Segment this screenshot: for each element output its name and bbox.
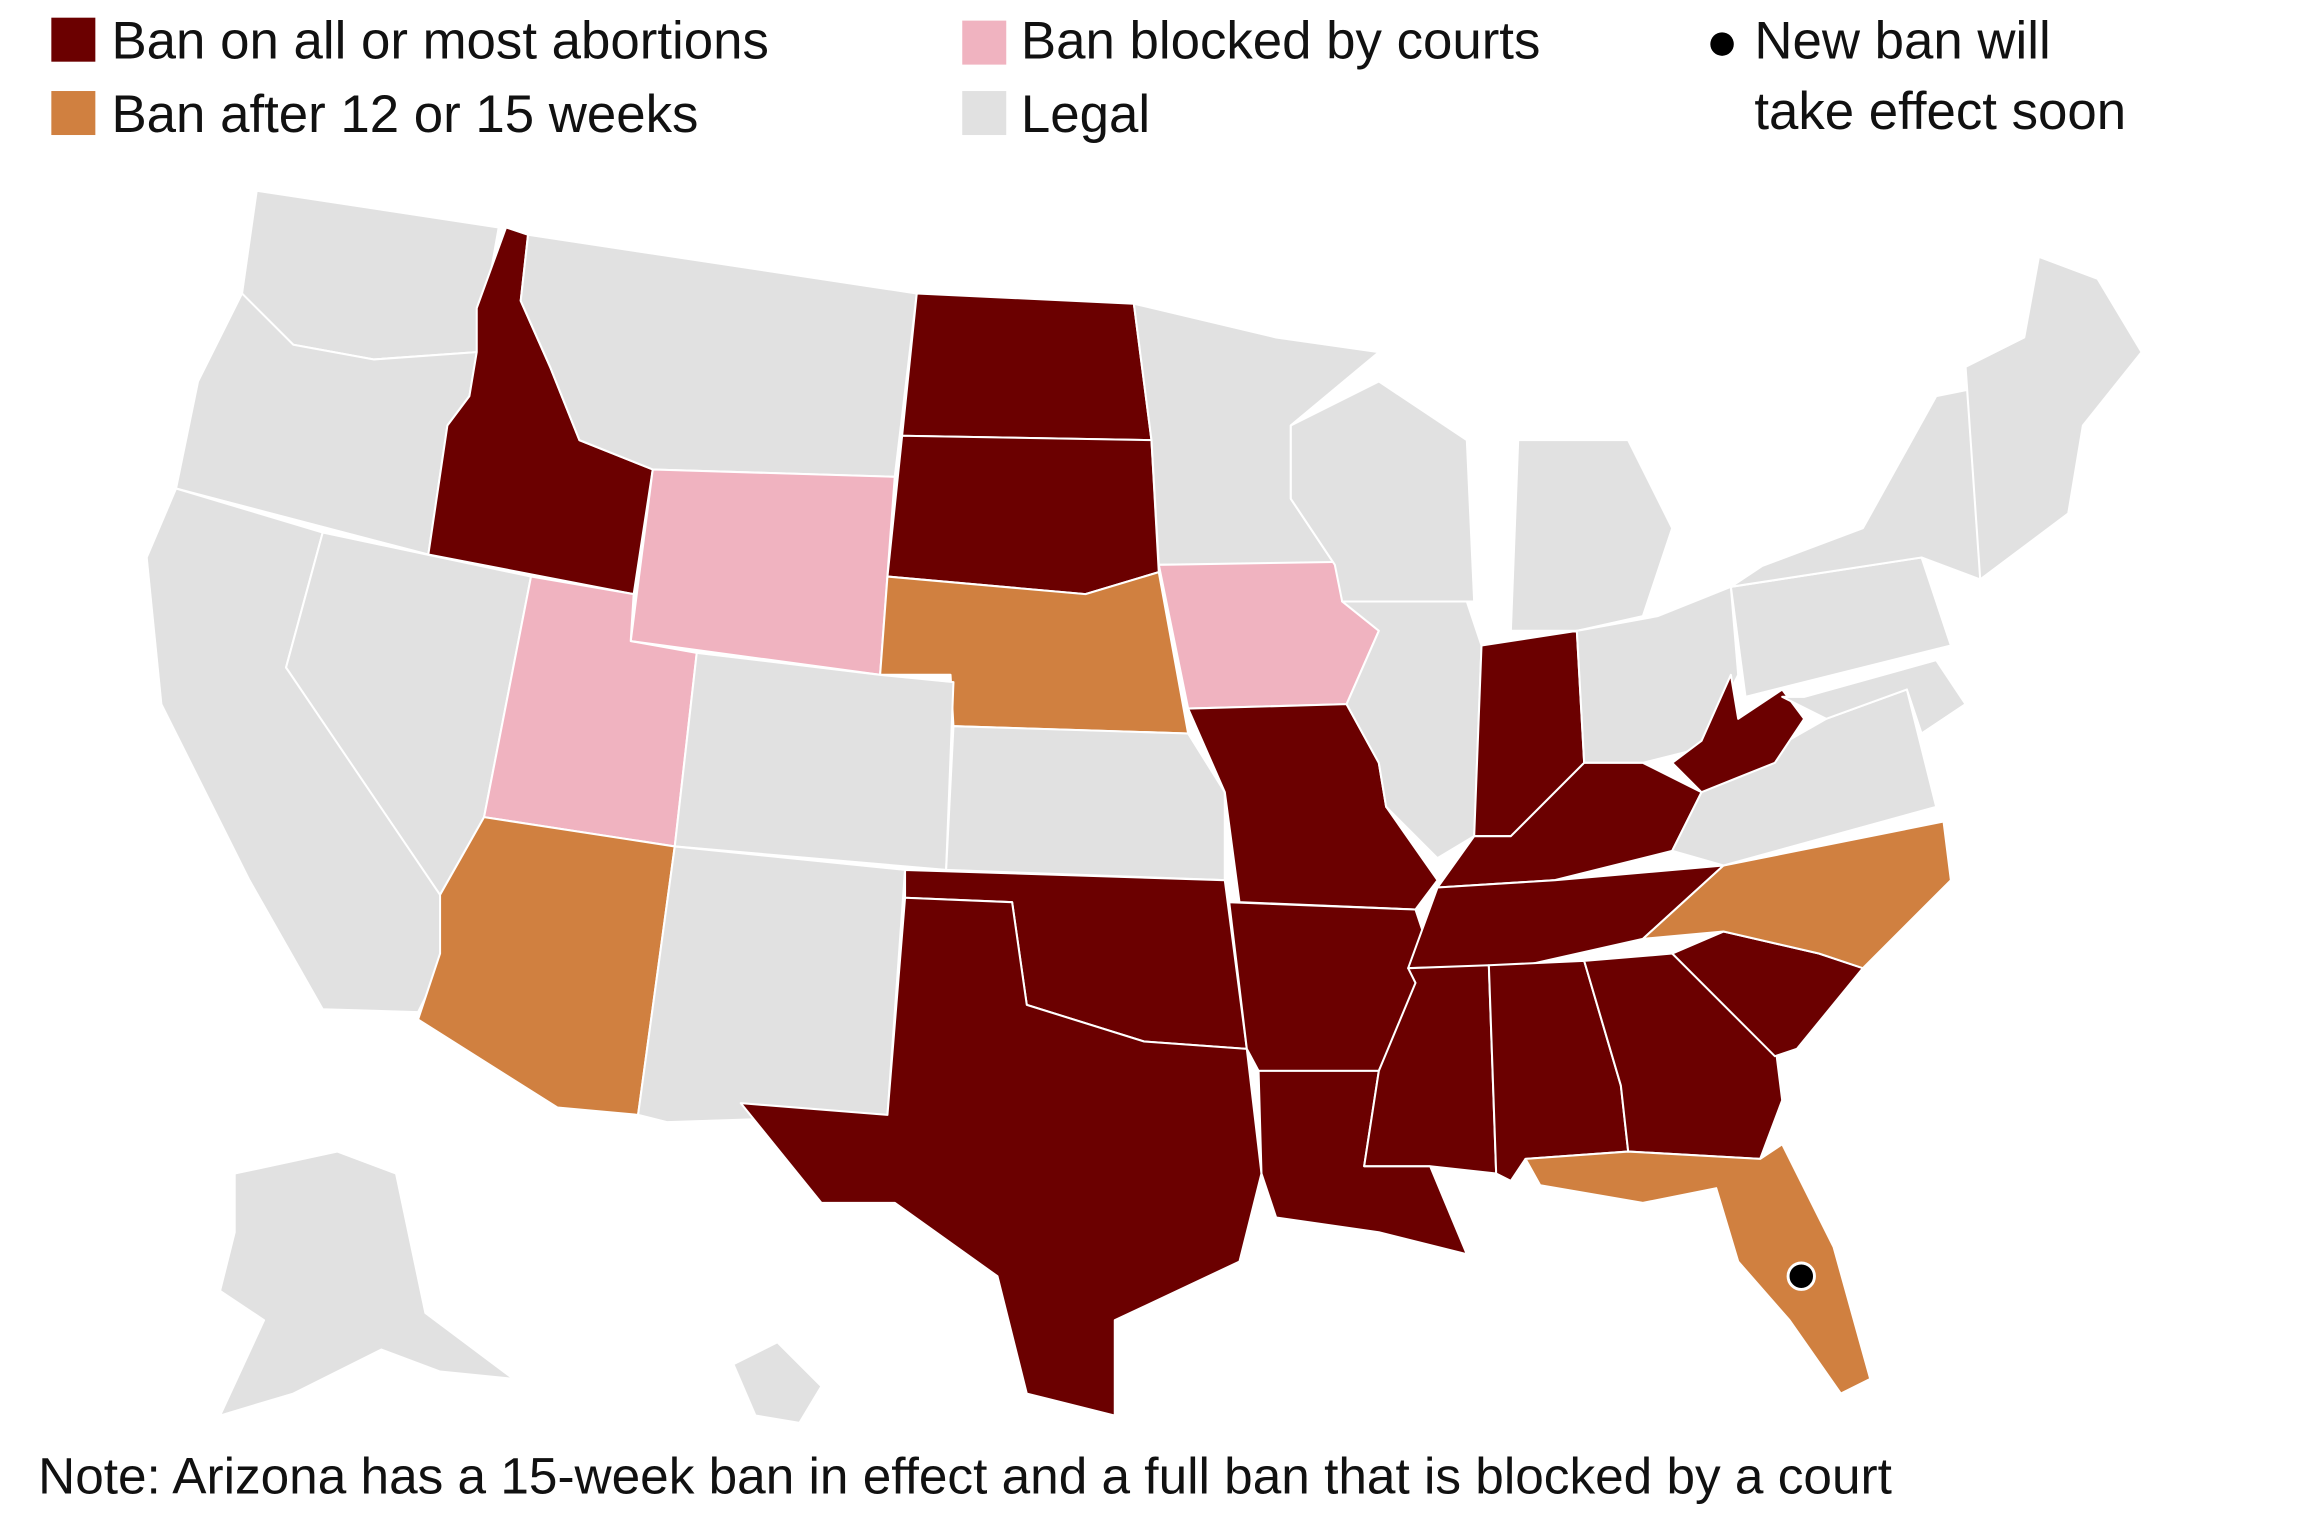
state-tx — [739, 896, 1263, 1417]
state-ks — [945, 725, 1226, 882]
state-mi — [1509, 439, 1674, 632]
state-mt — [519, 233, 918, 478]
legend-swatch-ban — [51, 17, 96, 62]
state-ne-region — [1964, 255, 2143, 581]
states — [145, 189, 2143, 1424]
state-ny — [1729, 387, 1982, 588]
legend-label-early: Ban after 12 or 15 weeks — [111, 85, 698, 144]
state-nd — [901, 292, 1153, 442]
state-wy — [629, 468, 896, 676]
legend-swatch-blocked — [962, 20, 1007, 65]
legend-label-legal: Legal — [1021, 85, 1150, 144]
legend-label-blocked: Ban blocked by courts — [1021, 12, 1540, 71]
legend-swatch-legal — [962, 91, 1007, 136]
legend-swatch-early — [51, 91, 96, 136]
legend-new-ban-dot-icon — [1710, 32, 1734, 56]
legend-label-ban: Ban on all or most abortions — [111, 12, 768, 71]
state-co — [673, 651, 955, 871]
state-nm — [637, 845, 907, 1124]
state-mid-atlantic — [1781, 659, 1967, 735]
state-il — [1341, 600, 1483, 860]
legend: Ban on all or most abortions Ban after 1… — [51, 12, 2126, 144]
state-ak — [218, 1150, 515, 1417]
state-sd — [886, 434, 1160, 596]
state-wv — [1671, 673, 1806, 794]
state-nc — [1641, 820, 1952, 970]
legend-label-new-ban-2: take effect soon — [1754, 82, 2126, 141]
state-fl — [1524, 1143, 1872, 1395]
footnote: Note: Arizona has a 15-week ban in effec… — [38, 1447, 1892, 1504]
florida-new-ban-marker — [1786, 1261, 1816, 1291]
state-hi — [732, 1341, 823, 1424]
legend-label-new-ban-1: New ban will — [1754, 12, 2050, 71]
